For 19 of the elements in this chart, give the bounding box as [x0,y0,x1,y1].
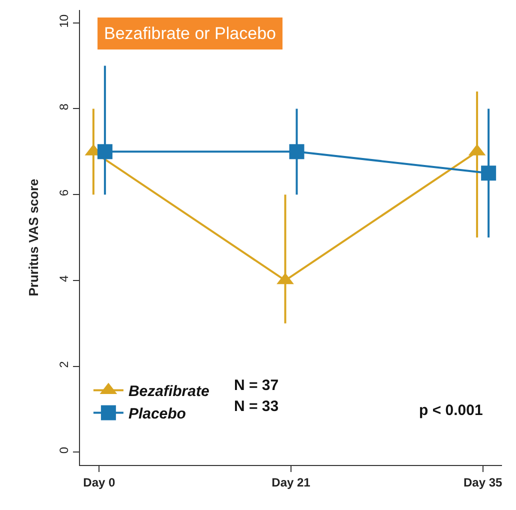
x-tick-label: Day 35 [463,475,502,490]
y-tick-label: 2 [57,360,72,368]
x-tick-label: Day 21 [272,475,311,490]
legend-label: Bezafibrate [128,383,210,400]
x-tick-label: Day 0 [83,475,116,490]
legend-label: Placebo [128,406,186,423]
annotation: N = 37 [234,377,279,394]
y-tick-label: 0 [57,446,72,454]
annotation: p < 0.001 [419,402,483,419]
point [97,144,112,160]
y-tick-label: 6 [57,189,72,196]
y-tick-label: 8 [57,103,72,110]
y-tick-label: 4 [57,274,72,282]
text: Bezafibrate or Placebo [104,24,276,43]
point [481,166,496,181]
y-axis-title: Pruritus VAS score [26,178,42,296]
annotation: N = 33 [234,398,279,415]
y-tick-label: 10 [57,14,72,28]
point [289,144,304,160]
